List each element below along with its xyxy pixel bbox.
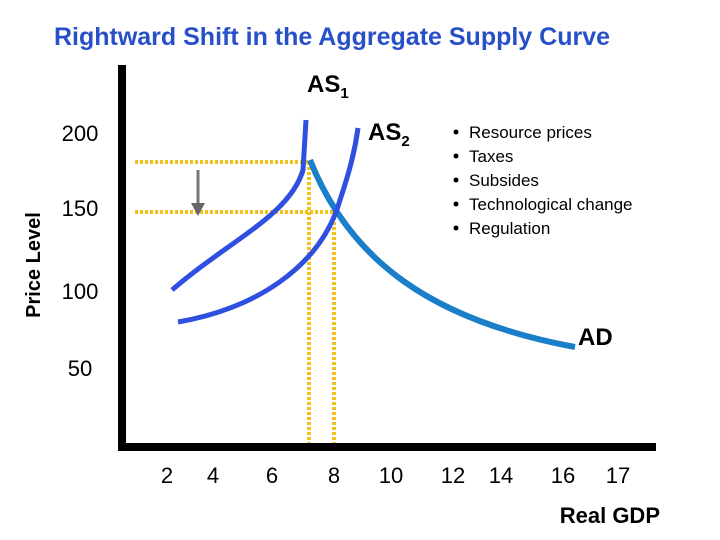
y-axis-label: Price Level (23, 212, 45, 318)
curve-name: AD (578, 324, 613, 351)
y-tick-label: 200 (62, 121, 99, 146)
guides (135, 160, 336, 443)
as2-label: AS2 (368, 119, 410, 150)
bullet-dot (453, 129, 459, 135)
bullet-dot (453, 225, 459, 231)
curve-subscript: 1 (340, 85, 348, 102)
bullet-text: Subsides (469, 171, 539, 190)
ad-label: AD (578, 324, 613, 351)
ad-curve (307, 158, 576, 350)
y-tick-label: 150 (62, 196, 99, 221)
as1-label: AS1 (307, 71, 349, 102)
x-tick-label: 17 (606, 463, 630, 488)
shift-arrow-head (191, 203, 205, 216)
x-tick-label: 4 (207, 463, 219, 488)
curve-name: AS (307, 71, 340, 98)
title: Rightward Shift in the Aggregate Supply … (54, 23, 610, 51)
bullet-text: Regulation (469, 219, 550, 238)
bullet-text: Technological change (469, 195, 633, 214)
as1-curve (170, 119, 309, 292)
x-tick-label: 2 (161, 463, 173, 488)
x-tick-label: 12 (441, 463, 465, 488)
x-tick-label: 16 (551, 463, 575, 488)
y-tick-label: 50 (68, 356, 92, 381)
bullet-dot (453, 153, 459, 159)
x-tick-label: 8 (328, 463, 340, 488)
bullet-dot (453, 201, 459, 207)
x-tick-label: 6 (266, 463, 278, 488)
x-axis-label: Real GDP (560, 503, 660, 528)
curve-name: AS (368, 119, 401, 146)
bullet-dot (453, 177, 459, 183)
curve-subscript: 2 (401, 133, 409, 150)
y-tick-label: 100 (62, 279, 99, 304)
bullet-text: Taxes (469, 147, 513, 166)
as2-curve (177, 127, 361, 325)
x-tick-label: 14 (489, 463, 513, 488)
bullet-text: Resource prices (469, 123, 592, 142)
x-tick-label: 10 (379, 463, 403, 488)
